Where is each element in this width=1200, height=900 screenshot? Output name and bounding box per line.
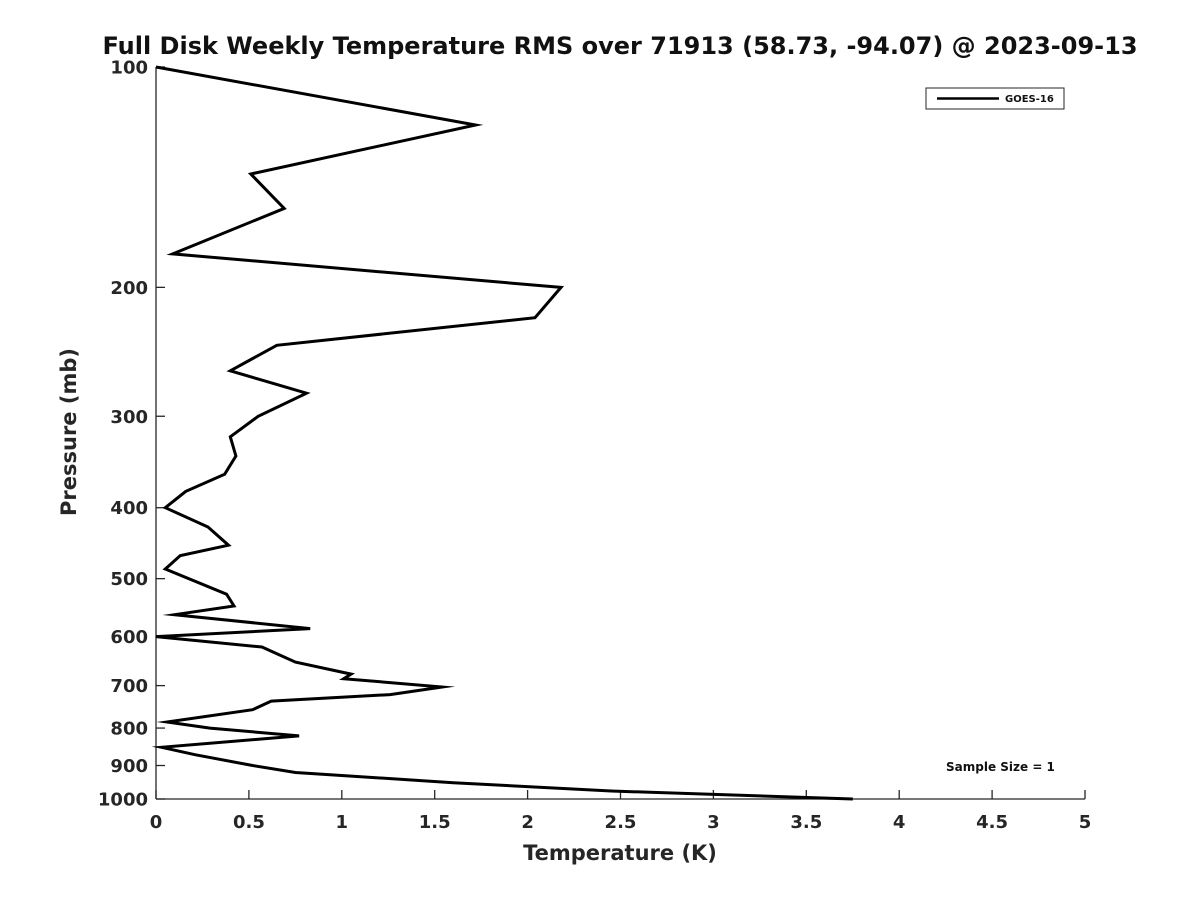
y-tick-label: 900: [110, 756, 148, 777]
y-axis-label: Pressure (mb): [57, 348, 81, 516]
y-tick-label: 400: [110, 498, 148, 519]
sample-size-annotation: Sample Size = 1: [946, 760, 1055, 774]
x-tick-label: 0: [150, 812, 163, 833]
legend-label-goes-16: GOES-16: [1005, 94, 1054, 105]
x-tick-label: 1.5: [419, 812, 451, 833]
x-tick-label: 5: [1079, 812, 1092, 833]
y-tick-label: 300: [110, 407, 148, 428]
x-tick-label: 4: [893, 812, 906, 833]
x-tick-label: 2.5: [605, 812, 637, 833]
x-tick-label: 3: [707, 812, 720, 833]
x-tick-label: 3.5: [790, 812, 822, 833]
chart-title: Full Disk Weekly Temperature RMS over 71…: [102, 32, 1137, 60]
x-tick-label: 2: [521, 812, 534, 833]
x-tick-label: 1: [336, 812, 349, 833]
legend: GOES-16: [925, 87, 1065, 110]
y-tick-label: 700: [110, 676, 148, 697]
series-layer: [151, 65, 853, 801]
x-axis-label: Temperature (K): [523, 841, 717, 865]
y-tick-label: 500: [110, 569, 148, 590]
x-tick-label: 4.5: [976, 812, 1008, 833]
y-tick-label: 800: [110, 719, 148, 740]
x-tick-label: 0.5: [233, 812, 265, 833]
y-tick-label: 600: [110, 627, 148, 648]
y-tick-label: 1000: [98, 790, 148, 811]
y-tick-label: 200: [110, 278, 148, 299]
y-axis-ticks: 100 200 300 400 500 600 700 800 900 1000: [98, 58, 165, 811]
y-tick-label: 100: [110, 58, 148, 79]
x-axis-ticks: 0 0.5 1 1.5 2 2.5 3 3.5 4 4.5 5: [150, 790, 1092, 833]
series-line-goes-16: [151, 65, 853, 801]
